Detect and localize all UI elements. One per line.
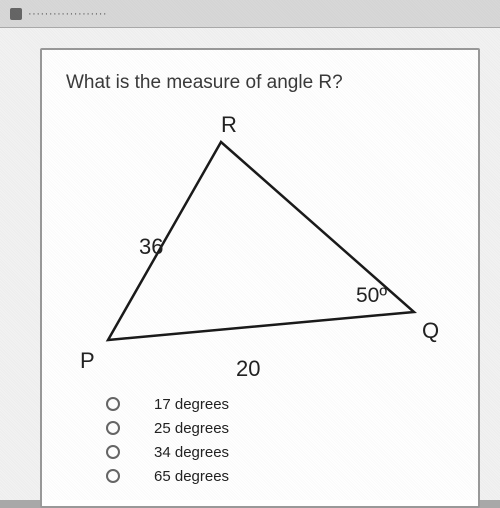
question-box: What is the measure of angle R? R P Q 36… — [40, 48, 480, 508]
radio-icon[interactable] — [106, 469, 120, 483]
answer-option[interactable]: 65 degrees — [106, 464, 454, 488]
content-area: What is the measure of angle R? R P Q 36… — [0, 28, 500, 500]
answer-option[interactable]: 25 degrees — [106, 416, 454, 440]
answer-option[interactable]: 17 degrees — [106, 392, 454, 416]
radio-icon[interactable] — [106, 445, 120, 459]
answer-label: 65 degrees — [154, 468, 229, 485]
radio-icon[interactable] — [106, 421, 120, 435]
angle-q-label: 50º — [356, 284, 387, 308]
answer-list: 17 degrees 25 degrees 34 degrees 65 degr… — [106, 392, 454, 488]
vertex-r-label: R — [221, 112, 237, 138]
vertex-q-label: Q — [422, 318, 439, 344]
triangle-diagram: R P Q 36 20 50º — [66, 104, 446, 384]
answer-option[interactable]: 34 degrees — [106, 440, 454, 464]
triangle-svg — [66, 104, 446, 374]
side-rp-label: 36 — [139, 234, 163, 260]
answer-label: 34 degrees — [154, 444, 229, 461]
vertex-p-label: P — [80, 348, 95, 374]
answer-label: 17 degrees — [154, 396, 229, 413]
browser-tab-bar: ··················· — [0, 0, 500, 28]
answer-label: 25 degrees — [154, 420, 229, 437]
tab-favicon — [10, 8, 22, 20]
radio-icon[interactable] — [106, 397, 120, 411]
tab-title: ··················· — [28, 8, 107, 20]
question-text: What is the measure of angle R? — [66, 72, 454, 94]
side-pq-label: 20 — [236, 356, 260, 382]
